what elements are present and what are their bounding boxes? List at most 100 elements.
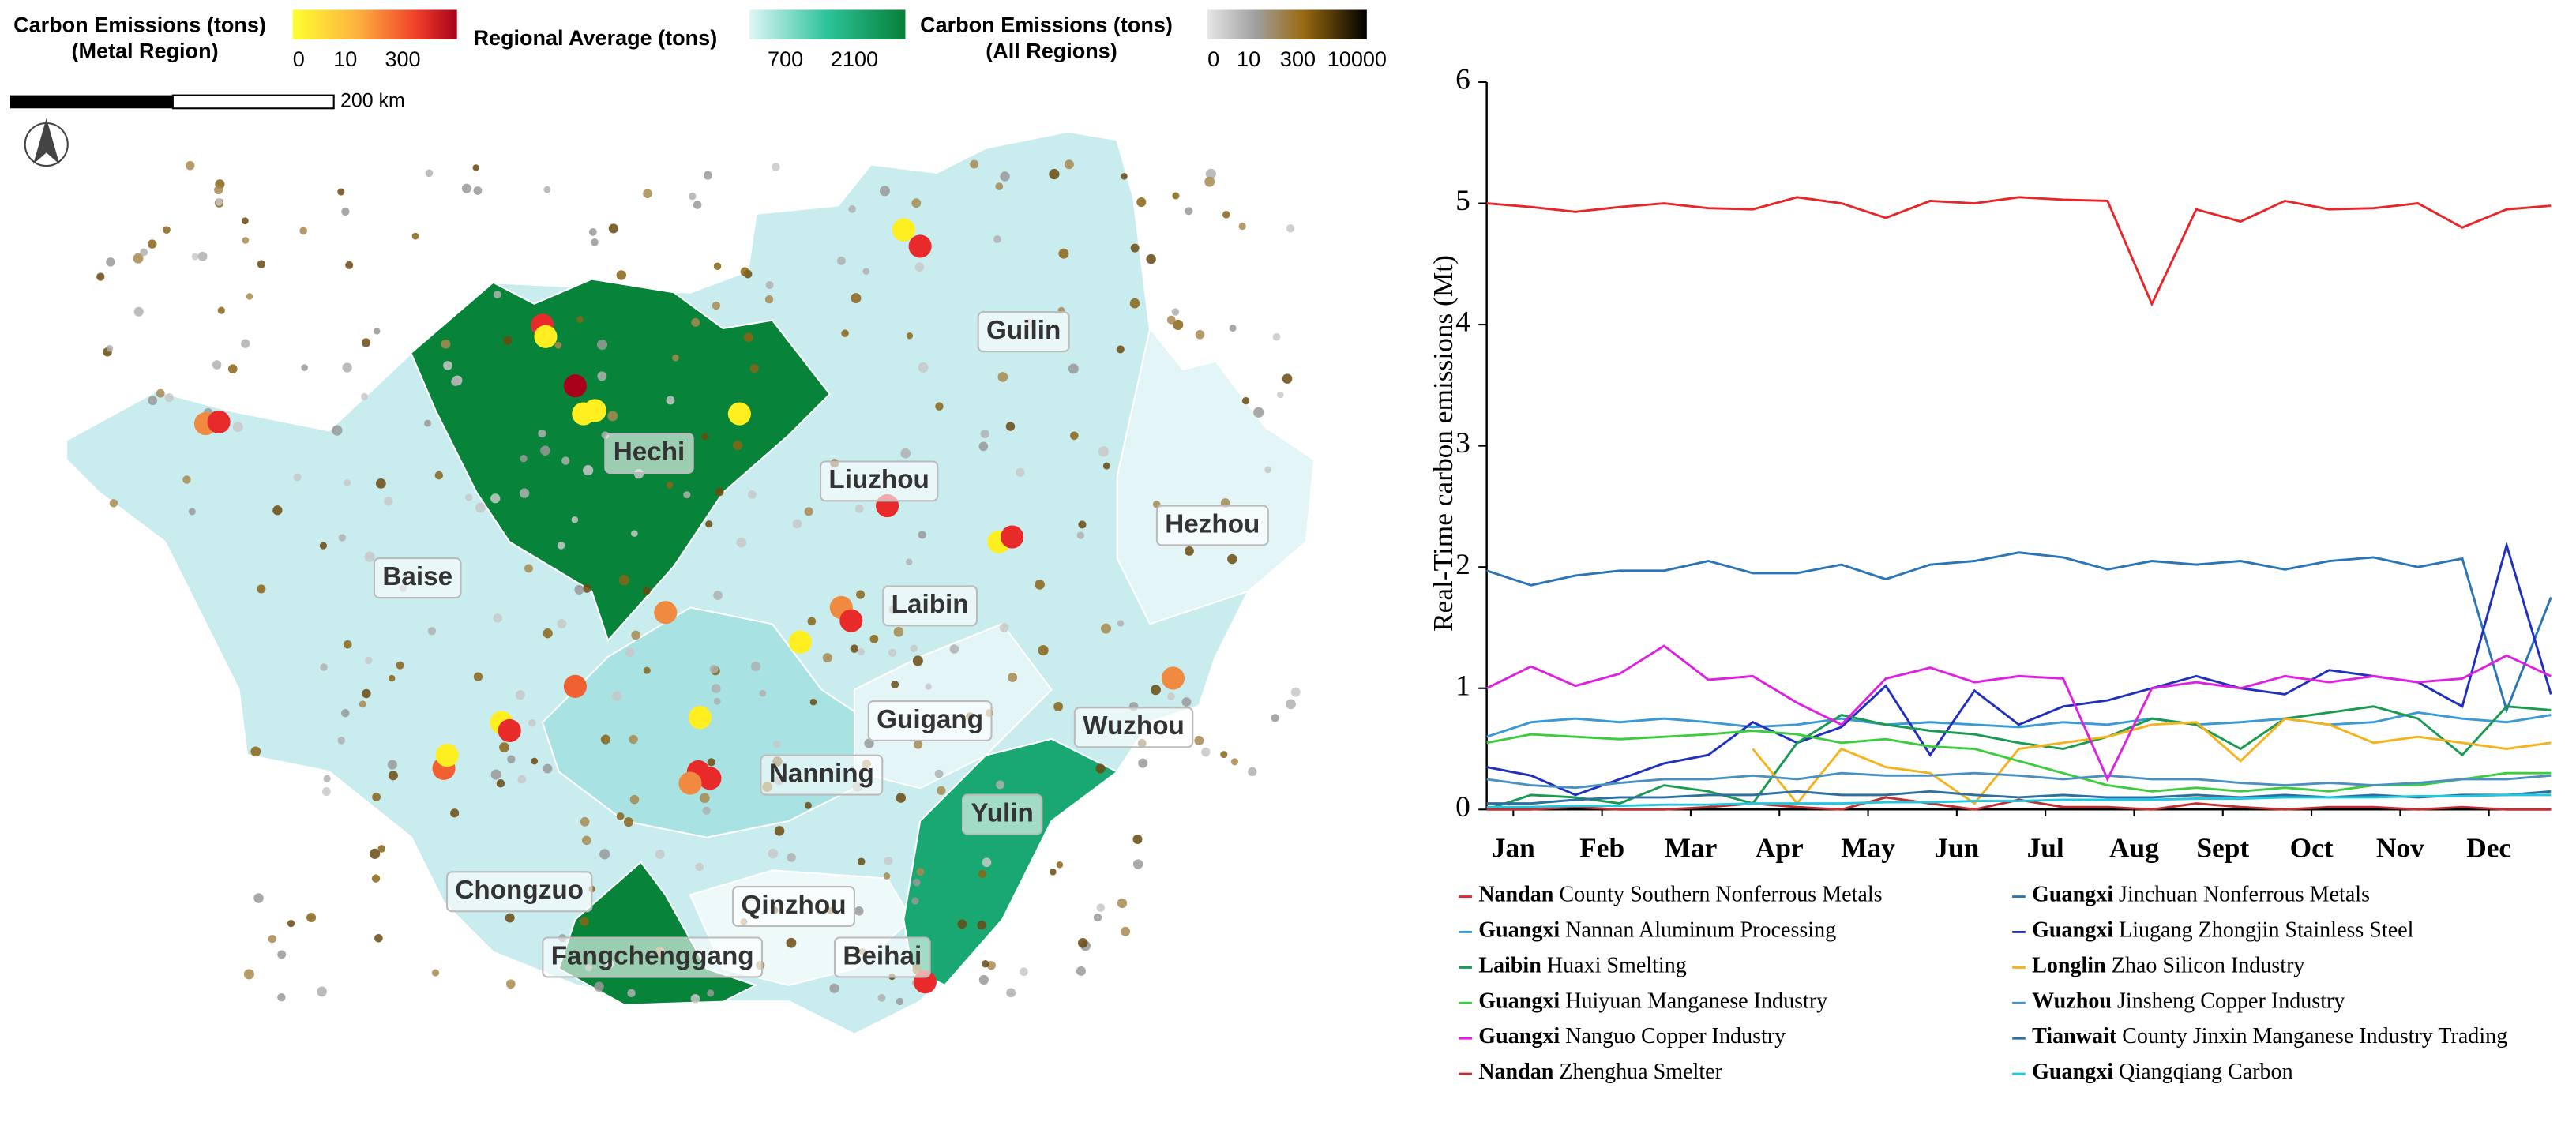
emission-dot xyxy=(829,983,839,993)
legend-tick: 10000 xyxy=(1327,47,1387,71)
label-box xyxy=(732,886,855,927)
emission-dot xyxy=(996,780,1004,790)
emission-dot xyxy=(623,817,634,827)
emission-dot xyxy=(912,878,921,887)
label-box xyxy=(819,460,939,502)
emission-dot xyxy=(1068,363,1079,374)
emission-dot xyxy=(443,361,452,370)
emission-dot xyxy=(702,806,711,815)
x-tick-label: Oct xyxy=(2290,831,2334,863)
label-box xyxy=(1155,505,1269,546)
emission-dot xyxy=(321,787,331,796)
emission-dot xyxy=(344,479,351,487)
legend-label: Guangxi Huiyuan Manganese Industry xyxy=(1478,989,1827,1014)
emission-dot xyxy=(287,920,295,928)
emission-dot xyxy=(914,262,925,272)
emission-dot xyxy=(371,874,381,883)
legend-label: Guangxi Nannan Aluminum Processing xyxy=(1478,918,1836,943)
emission-dot xyxy=(629,734,638,745)
emission-dot xyxy=(625,647,635,658)
emission-dot xyxy=(257,584,266,594)
emission-dot xyxy=(588,227,597,236)
emission-dot xyxy=(1290,687,1301,697)
emission-dot xyxy=(243,969,254,980)
emission-dot xyxy=(691,317,700,327)
emission-dot xyxy=(534,325,558,348)
x-tick-label: Dec xyxy=(2466,831,2511,863)
emission-dot xyxy=(700,793,710,804)
emission-dot xyxy=(980,430,989,439)
emission-dot xyxy=(747,490,757,499)
emission-dot xyxy=(1238,222,1246,231)
y-tick-label: 2 xyxy=(1455,549,1470,581)
x-tick-label: Jun xyxy=(1934,831,1979,863)
emission-dot xyxy=(712,301,721,310)
emission-dot xyxy=(596,339,608,351)
emission-dot xyxy=(1132,834,1143,844)
emission-dot xyxy=(765,281,774,290)
emission-dot xyxy=(916,868,925,876)
label-box xyxy=(961,793,1043,835)
emission-dot xyxy=(1035,580,1045,590)
region-label: Liuzhou xyxy=(828,465,929,494)
series-line xyxy=(1486,711,2552,738)
emission-dot xyxy=(858,648,866,656)
emission-dot xyxy=(631,530,638,537)
emission-dot xyxy=(1229,325,1237,332)
emission-dot xyxy=(524,564,533,573)
emission-dot xyxy=(473,186,483,195)
emission-dot xyxy=(374,933,383,943)
emission-dot xyxy=(892,218,915,242)
emission-dot xyxy=(388,771,398,781)
series-line xyxy=(1752,717,2552,805)
emission-dot xyxy=(242,217,249,225)
emission-dot xyxy=(342,362,352,373)
emission-dot xyxy=(772,740,781,748)
emission-dot xyxy=(164,393,174,403)
emission-dot xyxy=(133,253,144,264)
emission-dot xyxy=(986,961,996,970)
legend-tick: 0 xyxy=(1207,47,1219,71)
emission-dot xyxy=(197,251,208,261)
emission-dot xyxy=(608,223,618,234)
emission-dot xyxy=(191,253,199,261)
emission-dot xyxy=(934,769,944,778)
emission-dot xyxy=(787,853,796,862)
legend-title: Carbon Emissions (tons) xyxy=(13,13,266,36)
emission-dot xyxy=(1117,620,1125,627)
region-label: Qinzhou xyxy=(741,891,846,920)
emission-dot xyxy=(519,488,530,498)
emission-dot xyxy=(600,734,610,745)
legend-tick: 300 xyxy=(385,47,420,71)
label-box xyxy=(445,871,593,913)
emission-dot xyxy=(792,519,802,529)
emission-dot xyxy=(877,993,886,1002)
emission-dot xyxy=(554,341,562,349)
emission-dot xyxy=(1204,176,1215,187)
series-line xyxy=(1486,551,2552,714)
legend-label: Guangxi Qiangqiang Carbon xyxy=(2032,1060,2293,1085)
emission-dot xyxy=(711,684,721,694)
legend-tick: 10 xyxy=(1237,47,1260,71)
emission-dot xyxy=(703,171,712,180)
legend-tick: 10 xyxy=(333,47,357,71)
emission-dot xyxy=(425,169,434,178)
emission-dot xyxy=(272,505,283,516)
map: 200 km Carbon Emissions (tons) (Metal Reg… xyxy=(9,9,1387,1036)
emission-dot xyxy=(583,399,606,422)
emission-dot xyxy=(241,339,250,348)
region-label: Baise xyxy=(382,562,452,591)
emission-dot xyxy=(822,653,832,663)
legend-gradient xyxy=(292,9,457,39)
region-label: Guilin xyxy=(986,316,1061,345)
y-tick-label: 3 xyxy=(1455,427,1470,460)
emission-dot xyxy=(140,248,148,257)
emission-dot xyxy=(1076,531,1085,539)
emission-dot xyxy=(854,906,864,916)
emission-dot xyxy=(528,718,536,727)
emission-dot xyxy=(246,293,253,300)
emission-dot xyxy=(377,845,386,853)
emission-dot xyxy=(666,482,674,489)
emission-dot xyxy=(1038,645,1049,656)
emission-dot xyxy=(232,422,243,433)
